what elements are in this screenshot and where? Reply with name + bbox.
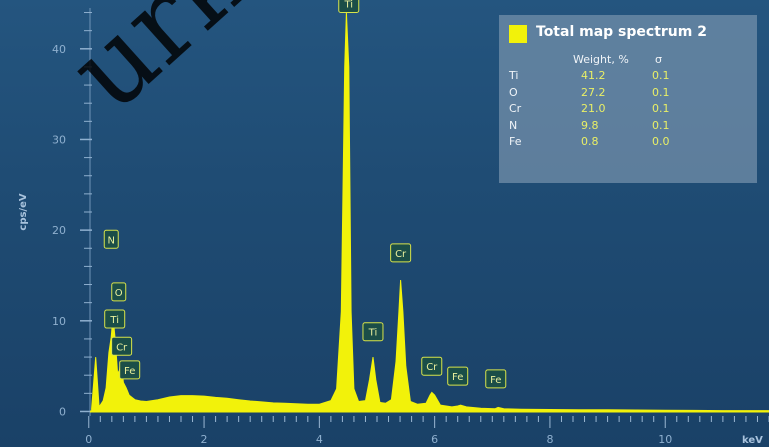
x-tick-label: 2 [201, 433, 208, 446]
y-tick-label: 20 [52, 224, 66, 237]
spectrum-area [91, 12, 769, 412]
x-axis-title: keV [742, 435, 763, 446]
y-tick-label: 40 [52, 43, 66, 56]
peak-label-box [104, 309, 126, 329]
peak-label-box [111, 336, 133, 356]
weight-percent: 9.8 [581, 118, 599, 132]
x-tick-label: 6 [431, 433, 438, 446]
legend-row-ti: Ti 41.2 0.1 [499, 69, 757, 85]
peak-label-ti: Ti [343, 0, 353, 11]
element-symbol: O [509, 85, 518, 99]
peak-label-box [421, 356, 443, 376]
legend-title: Total map spectrum 2 [536, 24, 707, 40]
peak-label-box [390, 243, 412, 263]
y-tick-label: 0 [59, 405, 66, 418]
sigma-value: 0.1 [652, 102, 670, 115]
peak-label-box [103, 229, 119, 249]
peak-label-fe: Fe [452, 372, 463, 383]
peak-label-cr: Cr [426, 362, 438, 373]
element-symbol: N [509, 118, 518, 132]
peak-label-box [485, 369, 507, 389]
peak-label-ti: Ti [109, 315, 119, 326]
x-tick-label: 10 [658, 433, 672, 446]
peak-label-box [119, 360, 141, 380]
y-tick-label: 30 [52, 133, 66, 146]
sigma-column-header: σ [655, 53, 662, 66]
peak-label-ti: Ti [368, 328, 378, 339]
x-tick-label: 4 [316, 433, 323, 446]
peak-label-fe: Fe [490, 375, 501, 386]
spectrum-color-swatch [509, 25, 527, 43]
sigma-value: 0.1 [652, 69, 670, 82]
peak-label-cr: Cr [116, 342, 128, 353]
element-symbol: Cr [509, 102, 522, 115]
legend-row-n: N 9.8 0.1 [499, 119, 757, 135]
y-axis-title: cps/eV [18, 193, 29, 230]
weight-percent: 41.2 [581, 69, 606, 82]
weight-percent: 0.8 [581, 135, 599, 148]
weight-column-header: Weight, % [573, 53, 629, 66]
element-symbol: Ti [509, 69, 519, 82]
peak-label-box [362, 322, 384, 342]
legend-row-fe: Fe 0.8 0.0 [499, 135, 757, 151]
peak-label-box [338, 0, 360, 14]
y-tick-label: 10 [52, 315, 66, 328]
sigma-value: 0.1 [652, 118, 670, 132]
legend-row-cr: Cr 21.0 0.1 [499, 102, 757, 118]
peak-label-cr: Cr [395, 249, 407, 260]
x-tick-label: 8 [546, 433, 553, 446]
peak-label-o: O [115, 288, 123, 299]
peak-label-box [111, 282, 127, 302]
peak-label-fe: Fe [124, 366, 135, 377]
legend-panel: Total map spectrum 2 Weight, % σ Ti 41.2 0… [499, 15, 757, 183]
sigma-value: 0.0 [652, 135, 670, 148]
peak-label-box [447, 366, 469, 386]
sigma-value: 0.1 [652, 85, 670, 99]
weight-percent: 21.0 [581, 102, 606, 115]
x-tick-label: 0 [85, 433, 92, 446]
element-symbol: Fe [509, 135, 522, 148]
peak-label-n: N [108, 235, 115, 246]
weight-percent: 27.2 [581, 85, 606, 99]
legend-row-o: O 27.2 0.1 [499, 86, 757, 102]
